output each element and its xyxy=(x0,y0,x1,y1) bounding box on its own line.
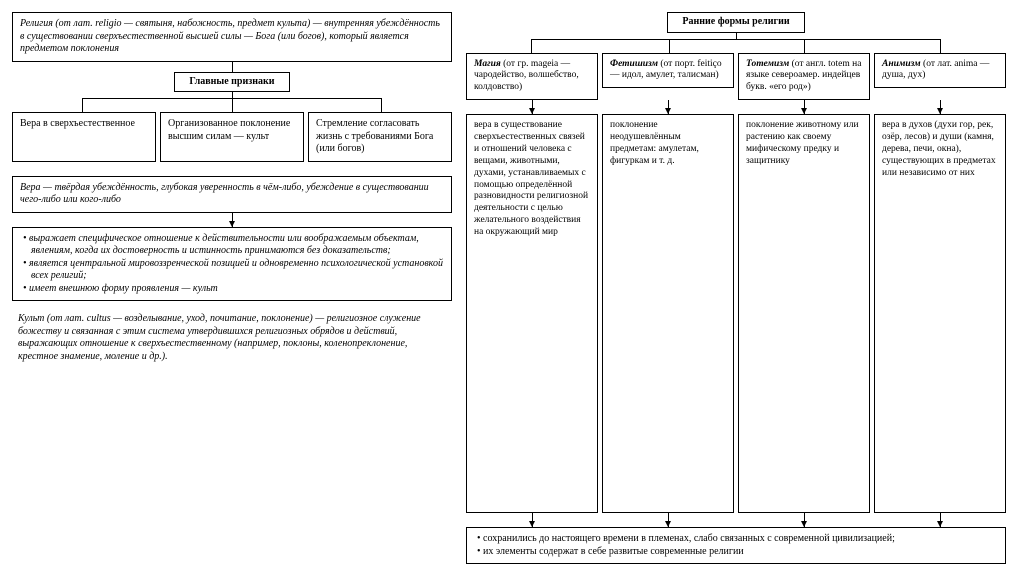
arrow-icon xyxy=(668,513,669,527)
forms-etym-row: Магия (от гр. mageia — чародейство, волш… xyxy=(466,53,1006,101)
early-title-wrap: Ранние формы религии xyxy=(466,12,1006,33)
form-fetish-etym: Фетишизм (от порт. feitiço — идол, амуле… xyxy=(602,53,734,89)
arrow-icon xyxy=(804,513,805,527)
spacer xyxy=(12,162,452,176)
form-name: Тотемизм xyxy=(746,59,789,69)
right-column: Ранние формы религии Магия (от гр. magei… xyxy=(466,12,1006,564)
feature-2: Организованное поклонение высшим силам —… xyxy=(160,112,304,162)
form-anim-desc: вера в духов (духи гор, рек, озёр, лесов… xyxy=(874,114,1006,513)
form-totem-desc: поклонение животному или растению как св… xyxy=(738,114,870,513)
bullet: • имеет внешнюю форму проявления — культ xyxy=(23,283,444,296)
form-magic-desc: вера в существование сверхъестественных … xyxy=(466,114,598,513)
form-magic-etym: Магия (от гр. mageia — чародейство, волш… xyxy=(466,53,598,101)
feature-3: Стремление согласовать жизнь с требовани… xyxy=(308,112,452,162)
bullet: • выражает специфическое отношение к дей… xyxy=(23,233,444,258)
cult-definition: Культ (от лат. cultus — возделывание, ух… xyxy=(12,313,452,363)
feature-branches xyxy=(12,98,452,112)
form-fetish-desc: поклонение неодушевлённым предметам: аму… xyxy=(602,114,734,513)
left-column: Религия (от лат. religio — святыня, набо… xyxy=(12,12,452,564)
form-name: Магия xyxy=(474,59,501,69)
bullet: • сохранились до настоящего времени в пл… xyxy=(477,533,998,546)
features-title: Главные признаки xyxy=(174,72,289,93)
arrow-icon xyxy=(804,100,805,114)
arrow-icon xyxy=(668,100,669,114)
early-forms-title: Ранние формы религии xyxy=(667,12,804,33)
religion-definition: Религия (от лат. religio — святыня, набо… xyxy=(12,12,452,62)
feature-1: Вера в сверхъестественное xyxy=(12,112,156,162)
form-name: Фетишизм xyxy=(610,59,658,69)
bullet: • является центральной мировоззренческой… xyxy=(23,258,444,283)
features-title-wrap: Главные признаки xyxy=(12,72,452,93)
arrow-icon xyxy=(940,100,941,114)
forms-desc-row: вера в существование сверхъестественных … xyxy=(466,114,1006,513)
arrow-icon xyxy=(532,100,533,114)
faith-definition: Вера — твёрдая убеждённость, глубокая ув… xyxy=(12,176,452,213)
form-name: Анимизм xyxy=(882,59,921,69)
bullet: • их элементы содержат в себе развитые с… xyxy=(477,546,998,559)
early-summary: • сохранились до настоящего времени в пл… xyxy=(466,527,1006,564)
arrow-icon xyxy=(532,513,533,527)
spacer xyxy=(12,301,452,313)
connector xyxy=(232,62,233,72)
form-totem-etym: Тотемизм (от англ. totem на языке северо… xyxy=(738,53,870,101)
faith-bullets: • выражает специфическое отношение к дей… xyxy=(12,227,452,302)
arrow-icon xyxy=(232,213,233,227)
form-arrows xyxy=(466,100,1006,114)
form-arrows-2 xyxy=(466,513,1006,527)
arrow-icon xyxy=(940,513,941,527)
features-row: Вера в сверхъестественное Организованное… xyxy=(12,112,452,162)
form-anim-etym: Анимизм (от лат. anima — душа, дух) xyxy=(874,53,1006,89)
form-branches xyxy=(466,39,1006,53)
